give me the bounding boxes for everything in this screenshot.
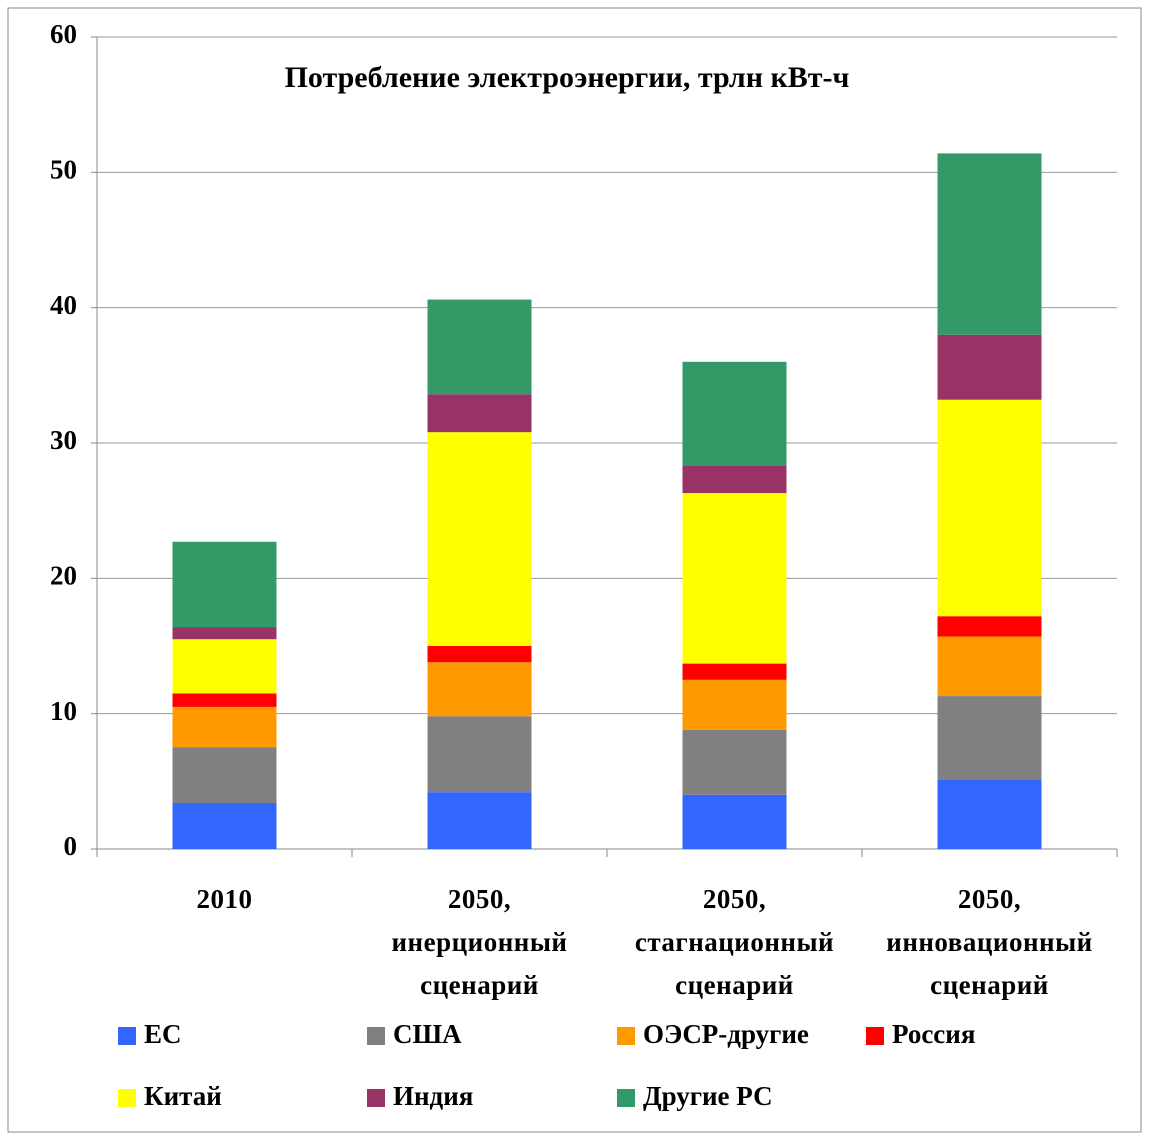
y-tick-label: 60 [50, 19, 77, 49]
legend-swatch [617, 1027, 635, 1045]
y-tick-label: 10 [50, 696, 77, 726]
bar-segment [172, 627, 277, 640]
bar-segment [682, 679, 787, 730]
x-tick-label: 2050, стагнационный сценарий [634, 884, 835, 1000]
bar-segment [427, 792, 532, 849]
chart-title: Потребление электроэнергии, трлн кВт-ч [285, 61, 850, 94]
frame [7, 7, 1142, 1133]
bar-segment [682, 794, 787, 849]
legend-swatch [367, 1027, 385, 1045]
x-tick-label: 2050, инновационный сценарий [886, 884, 1093, 1000]
x-tick-label: 2010 [196, 884, 253, 914]
legend-swatch [617, 1089, 635, 1107]
bar-segment [682, 493, 787, 664]
bar-segment [427, 432, 532, 646]
bar-segment [937, 696, 1042, 780]
legend-label: США [393, 1019, 462, 1049]
legend-label: Китай [144, 1081, 222, 1111]
legend-label: ЕС [144, 1019, 182, 1049]
bar-segment [427, 662, 532, 717]
legend-swatch [118, 1089, 136, 1107]
bar-segment [427, 299, 532, 395]
bar-segment [682, 663, 787, 680]
y-tick-label: 30 [50, 425, 77, 455]
bar-segment [937, 779, 1042, 849]
bar-segment [172, 747, 277, 803]
y-tick-label: 20 [50, 561, 77, 591]
bar-segment [682, 466, 787, 494]
bar-segment [937, 636, 1042, 697]
bar-segment [427, 716, 532, 793]
y-tick-label: 0 [64, 831, 78, 861]
bar-segment [427, 646, 532, 663]
y-tick-label: 50 [50, 155, 77, 185]
legend-label: ОЭСР-другие [643, 1019, 809, 1049]
bar-segment [937, 334, 1042, 400]
bar-segment [937, 153, 1042, 335]
legend-label: Индия [393, 1081, 473, 1111]
bar-segment [937, 399, 1042, 617]
legend-label: Другие РС [643, 1081, 773, 1111]
legend-swatch [367, 1089, 385, 1107]
y-tick-label: 40 [50, 290, 77, 320]
bar-segment [172, 802, 277, 849]
bar-segment [682, 729, 787, 795]
bar-segment [172, 706, 277, 748]
bar-segment [682, 361, 787, 467]
x-tick-label: 2050, инерционный сценарий [391, 884, 568, 1000]
bar-segment [937, 616, 1042, 637]
bar-segment [172, 693, 277, 707]
legend-swatch [866, 1027, 884, 1045]
bar-segment [172, 639, 277, 694]
bar-segment [172, 541, 277, 628]
legend-label: Россия [892, 1019, 975, 1049]
bar-segment [427, 394, 532, 433]
legend-swatch [118, 1027, 136, 1045]
